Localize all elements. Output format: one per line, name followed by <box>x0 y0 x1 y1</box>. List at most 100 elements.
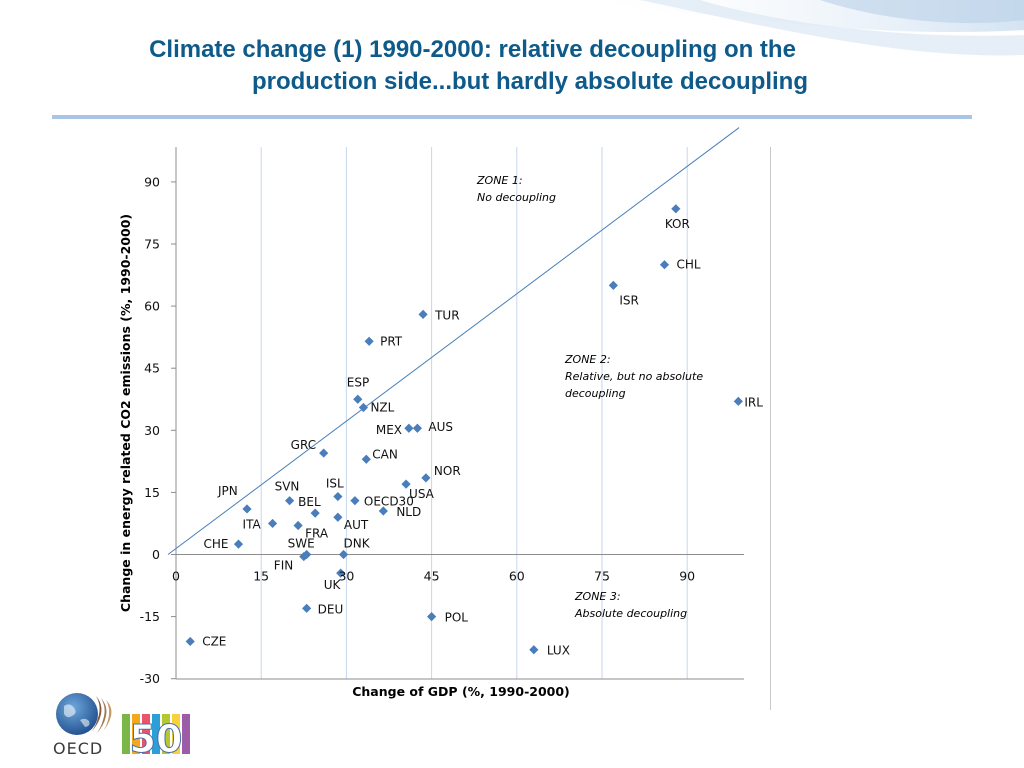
point-label-dnk: DNK <box>344 537 371 551</box>
point-label-jpn: JPN <box>217 484 238 498</box>
y-tick-label: 90 <box>144 174 160 189</box>
point-label-isr: ISR <box>619 293 639 307</box>
point-label-isl: ISL <box>326 477 344 491</box>
point-irl <box>733 396 743 406</box>
point-label-pol: POL <box>445 611 469 625</box>
point-bel <box>310 508 320 518</box>
point-kor <box>671 204 681 214</box>
point-prt <box>364 336 374 346</box>
point-label-lux: LUX <box>547 644 570 658</box>
zone-text-line: ZONE 2: <box>564 353 611 366</box>
point-ita <box>267 518 278 529</box>
zone-text-line: No decoupling <box>477 191 556 204</box>
point-label-ita: ITA <box>243 517 262 531</box>
point-aus <box>412 423 422 433</box>
x-tick-label: 90 <box>679 569 695 584</box>
zone-annotations: ZONE 1: No decoupling ZONE 2: Relative, but… <box>476 174 703 620</box>
point-deu <box>302 603 312 613</box>
title-rule <box>52 115 972 119</box>
grid-lines <box>260 147 688 679</box>
title-line-2: production side...but hardly absolute de… <box>251 68 809 95</box>
point-nzl <box>358 402 369 413</box>
point-tur <box>418 309 428 319</box>
point-isr <box>608 280 618 290</box>
no-decoupling-line <box>167 127 740 555</box>
x-tick-label: 30 <box>338 569 354 584</box>
point-label-che: CHE <box>203 537 228 551</box>
y-tick-label: -30 <box>140 671 160 686</box>
point-esp <box>353 394 363 404</box>
point-can <box>361 454 371 464</box>
title-line-1: Climate change (1) 1990-2000: relative d… <box>149 36 796 63</box>
point-fra <box>293 520 303 531</box>
point-label-bel: BEL <box>298 495 321 509</box>
data-points <box>185 204 743 655</box>
background-swoosh <box>560 0 1024 56</box>
x-tick-label: 15 <box>253 569 269 584</box>
logo-text: OECD <box>53 739 103 758</box>
point-label-grc: GRC <box>291 438 316 452</box>
tick-labels: 90 75 60 45 30 15 0 -15 -30 0 15 30 45 60 75 90 <box>140 174 696 686</box>
point-label-svn: SVN <box>275 480 300 494</box>
point-label-cze: CZE <box>202 634 226 648</box>
zone-text-line: Relative, but no absolute <box>565 370 703 383</box>
zone-text-line: ZONE 3: <box>574 590 621 603</box>
y-tick-label: 60 <box>144 299 160 314</box>
point-label-uk: UK <box>324 578 342 592</box>
point-nor <box>421 473 431 483</box>
point-label-fin: FIN <box>274 559 293 573</box>
point-cze <box>185 636 195 647</box>
point-aut <box>333 512 343 522</box>
anniversary-number: 50 <box>130 717 183 758</box>
y-tick-label: 0 <box>152 547 160 562</box>
point-label-usa: USA <box>409 487 435 501</box>
point-label-nzl: NZL <box>370 401 394 415</box>
y-axis-title: Change in energy related CO2 emissions (… <box>118 214 133 612</box>
point-label-oecd30: OECD30 <box>364 495 414 509</box>
point-swe <box>302 549 312 560</box>
x-tick-label: 45 <box>424 569 440 584</box>
point-che <box>233 539 244 549</box>
point-label-nor: NOR <box>434 464 461 478</box>
reference-line <box>167 127 740 555</box>
zone-text-line: decoupling <box>565 387 626 400</box>
y-tick-label: 45 <box>144 361 160 376</box>
point-label-irl: IRL <box>744 395 763 409</box>
zone-1-annotation: ZONE 1: No decoupling <box>476 174 556 204</box>
axes <box>171 147 744 680</box>
chart-frame-border <box>770 147 771 710</box>
point-uk <box>336 568 346 578</box>
point-isl <box>333 491 343 502</box>
point-svn <box>285 496 295 506</box>
point-label-aut: AUT <box>344 518 369 532</box>
point-usa <box>401 479 411 489</box>
point-label-nld: NLD <box>396 505 421 519</box>
point-mex <box>404 423 414 433</box>
point-label-kor: KOR <box>665 217 690 231</box>
point-label-can: CAN <box>372 447 398 461</box>
slide-title: Climate change (1) 1990-2000: relative d… <box>60 34 960 98</box>
point-label-tur: TUR <box>434 308 459 322</box>
y-tick-label: -15 <box>140 609 160 624</box>
point-dnk <box>338 549 349 560</box>
y-tick-label: 75 <box>144 237 160 252</box>
point-fin <box>299 551 309 562</box>
point-label-deu: DEU <box>318 602 344 616</box>
point-label-mex: MEX <box>376 423 402 437</box>
x-tick-label: 60 <box>509 569 525 584</box>
zone-2-annotation: ZONE 2: Relative, but no absolute decoupli… <box>564 353 703 400</box>
point-label-prt: PRT <box>380 334 403 348</box>
point-chl <box>659 260 670 270</box>
point-pol <box>427 612 437 622</box>
zone-3-annotation: ZONE 3: Absolute decoupling <box>574 590 687 620</box>
y-tick-label: 30 <box>144 423 160 438</box>
point-label-aus: AUS <box>428 420 453 434</box>
globe-icon <box>56 693 98 735</box>
x-tick-label: 0 <box>172 569 180 584</box>
zone-text-line: ZONE 1: <box>476 174 523 187</box>
y-tick-label: 15 <box>144 485 160 500</box>
point-grc <box>319 448 329 458</box>
point-nld <box>378 506 388 516</box>
